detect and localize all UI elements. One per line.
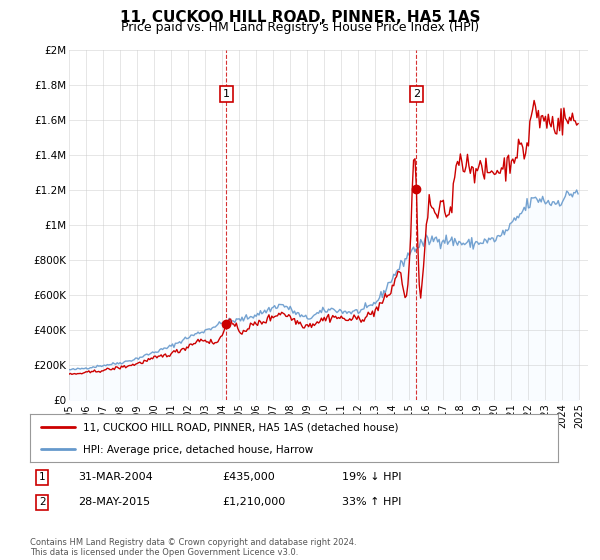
Text: 1: 1 [223,89,230,99]
Text: HPI: Average price, detached house, Harrow: HPI: Average price, detached house, Harr… [83,445,313,455]
Text: 11, CUCKOO HILL ROAD, PINNER, HA5 1AS (detached house): 11, CUCKOO HILL ROAD, PINNER, HA5 1AS (d… [83,423,398,433]
Text: 33% ↑ HPI: 33% ↑ HPI [342,497,401,507]
Text: 11, CUCKOO HILL ROAD, PINNER, HA5 1AS: 11, CUCKOO HILL ROAD, PINNER, HA5 1AS [120,10,480,25]
Text: 2: 2 [39,497,46,507]
Text: Contains HM Land Registry data © Crown copyright and database right 2024.
This d: Contains HM Land Registry data © Crown c… [30,538,356,557]
Text: 19% ↓ HPI: 19% ↓ HPI [342,472,401,482]
Text: 2: 2 [413,89,420,99]
Text: £1,210,000: £1,210,000 [222,497,285,507]
Text: 1: 1 [39,472,46,482]
Text: 28-MAY-2015: 28-MAY-2015 [78,497,150,507]
Text: 31-MAR-2004: 31-MAR-2004 [78,472,153,482]
Text: £435,000: £435,000 [222,472,275,482]
Text: Price paid vs. HM Land Registry's House Price Index (HPI): Price paid vs. HM Land Registry's House … [121,21,479,34]
